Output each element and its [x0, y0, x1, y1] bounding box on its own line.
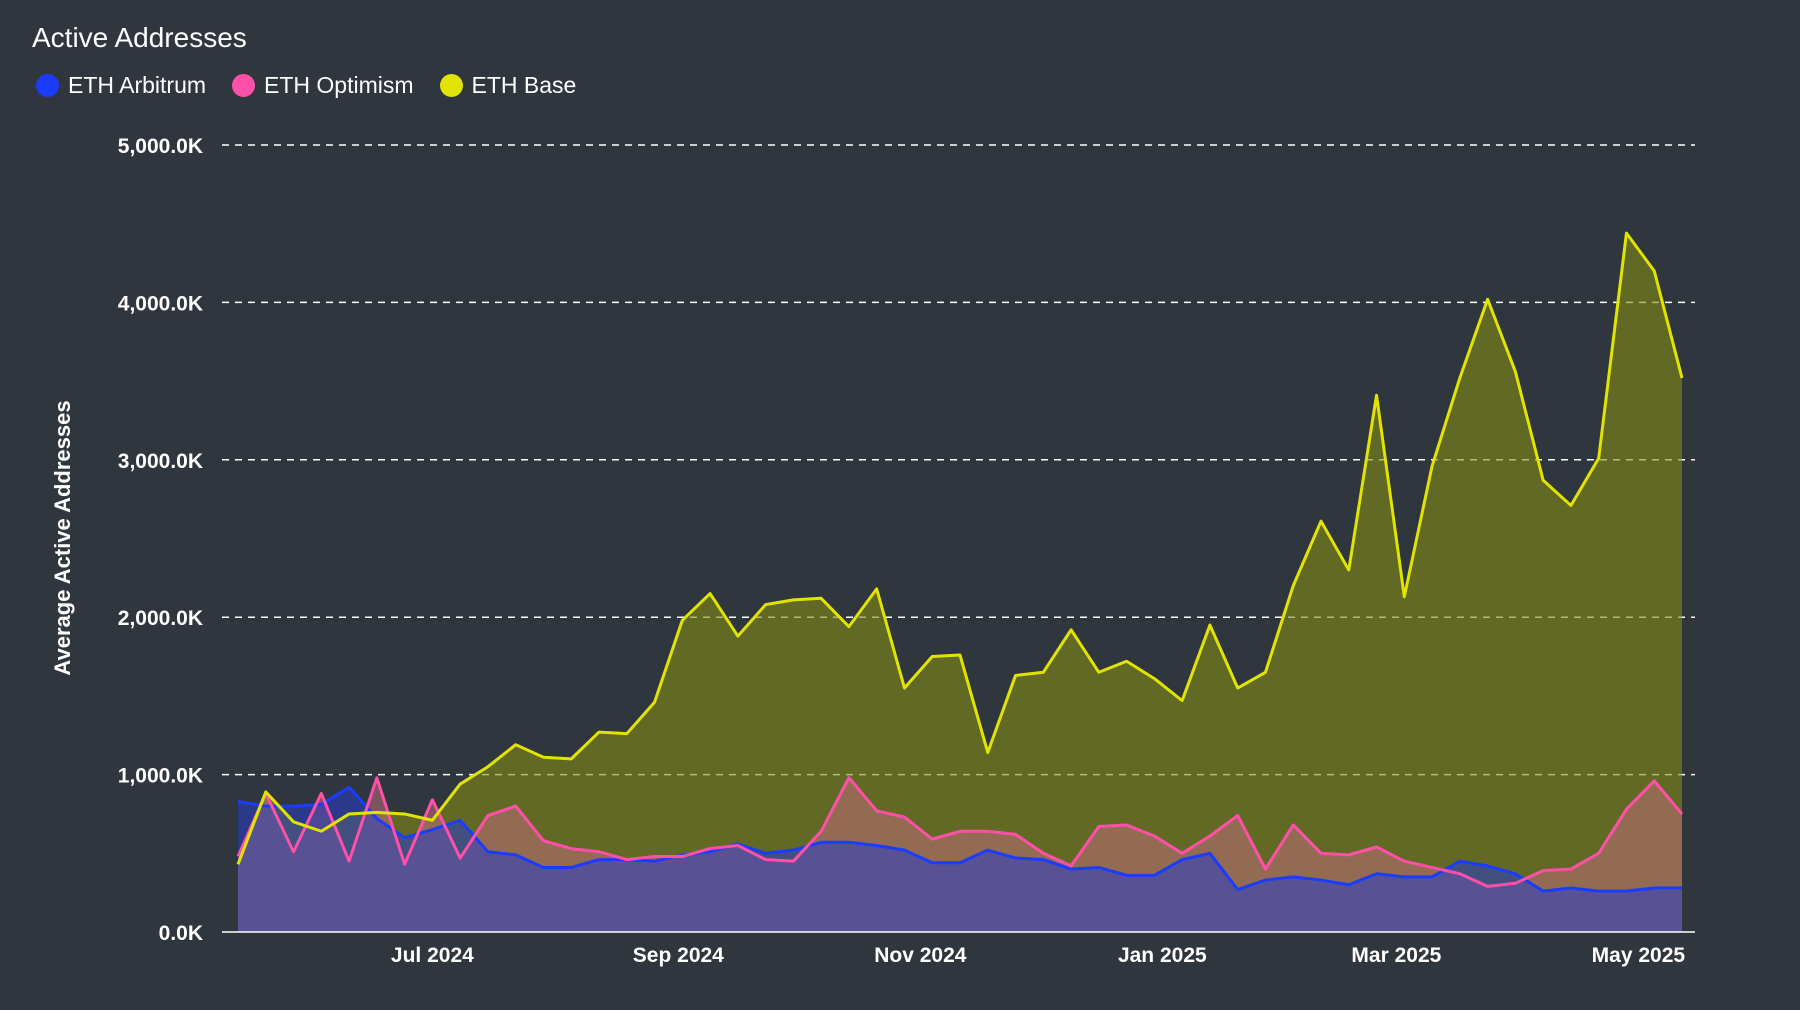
legend-item-arbitrum[interactable]: ETH Arbitrum: [36, 72, 206, 99]
area-eth-base: [238, 233, 1682, 932]
legend: ETH Arbitrum ETH Optimism ETH Base: [36, 72, 576, 99]
line-eth-optimism[interactable]: [236, 776, 1684, 888]
legend-item-base[interactable]: ETH Base: [439, 72, 577, 99]
axis-layer: 0.0K 1,000.0K 2,000.0K 3,000.0K 4,000.0K 5,00…: [118, 135, 1695, 967]
y-tick-label: 4,000.0K: [118, 292, 203, 315]
legend-dot-base: [439, 74, 463, 97]
x-tick-label: Mar 2025: [1351, 944, 1441, 967]
legend-item-optimism[interactable]: ETH Optimism: [232, 72, 414, 99]
y-tick-label: 0.0K: [159, 922, 203, 945]
legend-dot-arbitrum: [36, 74, 59, 97]
area-layer: [238, 233, 1682, 932]
y-tick-label: 2,000.0K: [118, 607, 203, 630]
line-layer: [236, 231, 1684, 893]
x-tick-label: May 2025: [1592, 944, 1686, 967]
legend-dot-optimism: [232, 74, 256, 97]
legend-label-base: ETH Base: [471, 72, 577, 98]
x-tick-label: Nov 2024: [874, 944, 967, 967]
y-tick-label: 5,000.0K: [118, 135, 203, 158]
line-eth-base[interactable]: [236, 231, 1684, 865]
area-eth-arbitrum: [238, 787, 1682, 932]
y-tick-label: 3,000.0K: [118, 450, 203, 473]
x-tick-label: Sep 2024: [633, 944, 724, 967]
line-eth-arbitrum[interactable]: [237, 785, 1682, 893]
chart-title: Active Addresses: [32, 22, 247, 53]
y-tick-label: 1,000.0K: [118, 765, 203, 788]
legend-label-arbitrum: ETH Arbitrum: [68, 72, 207, 98]
x-tick-label: Jul 2024: [391, 944, 474, 967]
x-tick-label: Jan 2025: [1118, 944, 1207, 967]
y-axis-label: Average Active Addresses: [50, 400, 75, 675]
legend-label-optimism: ETH Optimism: [264, 72, 414, 98]
